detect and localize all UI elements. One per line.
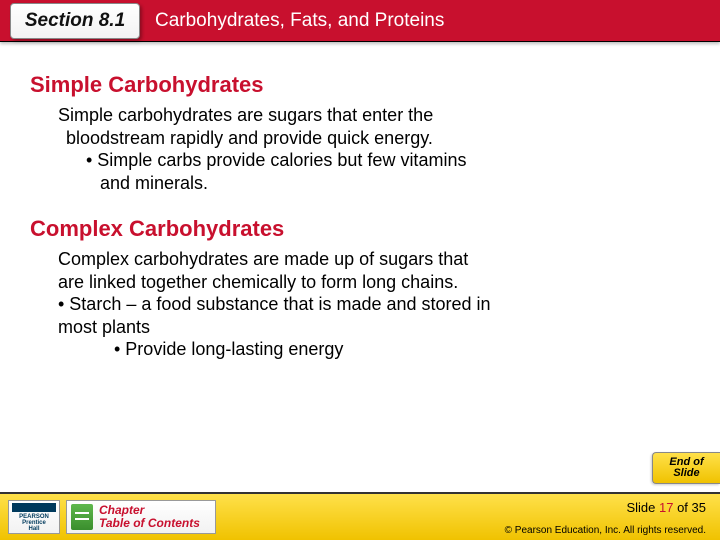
heading-complex-carbs: Complex Carbohydrates xyxy=(30,216,690,242)
footer-bar: PEARSON Prentice Hall Chapter Table of C… xyxy=(0,492,720,540)
sub-bullet-item: • Provide long-lasting energy xyxy=(114,338,690,361)
header-bar: Section 8.1 Carbohydrates, Fats, and Pro… xyxy=(0,0,720,42)
toc-line2: Table of Contents xyxy=(99,517,200,530)
bullet-item-cont: most plants xyxy=(58,316,690,339)
heading-simple-carbs: Simple Carbohydrates xyxy=(30,72,690,98)
slide-total: 35 xyxy=(692,500,706,515)
slide-content: Simple Carbohydrates Simple carbohydrate… xyxy=(0,42,720,361)
toc-label: Chapter Table of Contents xyxy=(99,504,200,529)
logo-text-3: Hall xyxy=(28,526,39,532)
toc-button[interactable]: Chapter Table of Contents xyxy=(66,500,216,534)
logo-bar-icon xyxy=(12,503,56,512)
section-label: Section 8.1 xyxy=(25,10,125,32)
slide-of: of xyxy=(673,500,691,515)
body-text: Complex carbohydrates are made up of sug… xyxy=(58,248,690,271)
slide-number: Slide 17 of 35 xyxy=(626,500,706,515)
chapter-title: Carbohydrates, Fats, and Proteins xyxy=(155,10,444,32)
copyright-text: © Pearson Education, Inc. All rights res… xyxy=(505,525,706,536)
end-tab-line2: Slide xyxy=(673,468,699,479)
end-of-slide-tab[interactable]: End of Slide xyxy=(652,452,720,484)
pearson-logo: PEARSON Prentice Hall xyxy=(8,500,60,534)
toc-icon xyxy=(71,504,93,530)
bullet-item: • Simple carbs provide calories but few … xyxy=(86,149,690,172)
bullet-item-cont: and minerals. xyxy=(100,172,690,195)
slide-prefix: Slide xyxy=(626,500,659,515)
body-text: bloodstream rapidly and provide quick en… xyxy=(66,127,690,150)
slide-current: 17 xyxy=(659,500,673,515)
body-text: Simple carbohydrates are sugars that ent… xyxy=(58,104,690,127)
bullet-item: • Starch – a food substance that is made… xyxy=(58,293,690,316)
section-tab: Section 8.1 xyxy=(10,3,140,39)
body-text: are linked together chemically to form l… xyxy=(58,271,690,294)
